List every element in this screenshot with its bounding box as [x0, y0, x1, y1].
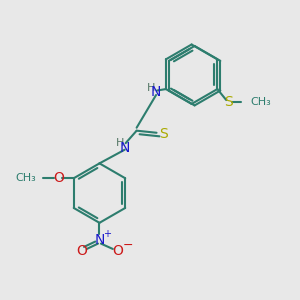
Text: −: − [123, 239, 133, 252]
Text: O: O [53, 171, 64, 185]
Text: CH₃: CH₃ [250, 98, 271, 107]
Text: CH₃: CH₃ [15, 173, 36, 183]
Text: N: N [119, 141, 130, 154]
Text: S: S [159, 127, 168, 141]
Text: H: H [116, 138, 124, 148]
Text: +: + [103, 229, 111, 239]
Text: N: N [151, 85, 161, 99]
Text: O: O [76, 244, 87, 258]
Text: H: H [147, 82, 155, 93]
Text: S: S [224, 95, 233, 110]
Text: N: N [94, 233, 105, 247]
Text: O: O [112, 244, 123, 258]
